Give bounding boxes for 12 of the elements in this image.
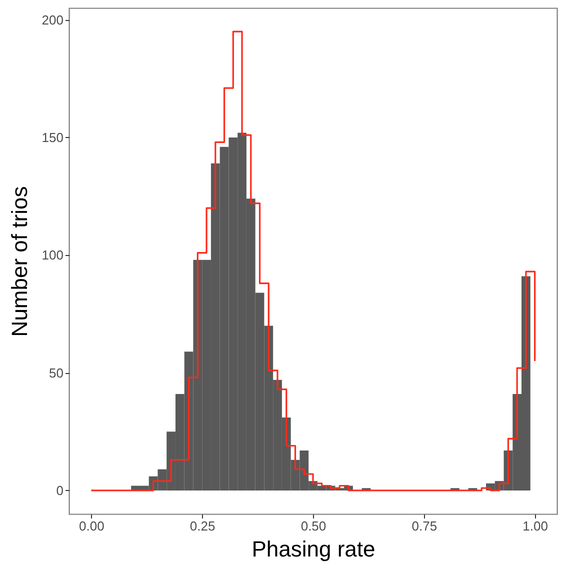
x-axis-title: Phasing rate: [252, 536, 376, 562]
x-tick-label: 0.50: [300, 518, 326, 534]
y-tick-label: 100: [42, 248, 64, 263]
y-tick-label: 200: [42, 12, 64, 28]
x-tick-label: 0.25: [190, 518, 216, 534]
y-tick-label: 0: [56, 482, 64, 498]
x-tick-label: 1.00: [522, 518, 548, 534]
y-tick-label: 150: [42, 130, 64, 145]
x-tick-label: 0.75: [412, 518, 438, 534]
x-tick-label: 0.00: [79, 518, 104, 534]
y-tick-label: 50: [49, 365, 64, 380]
y-axis-title: Number of trios: [6, 186, 32, 337]
